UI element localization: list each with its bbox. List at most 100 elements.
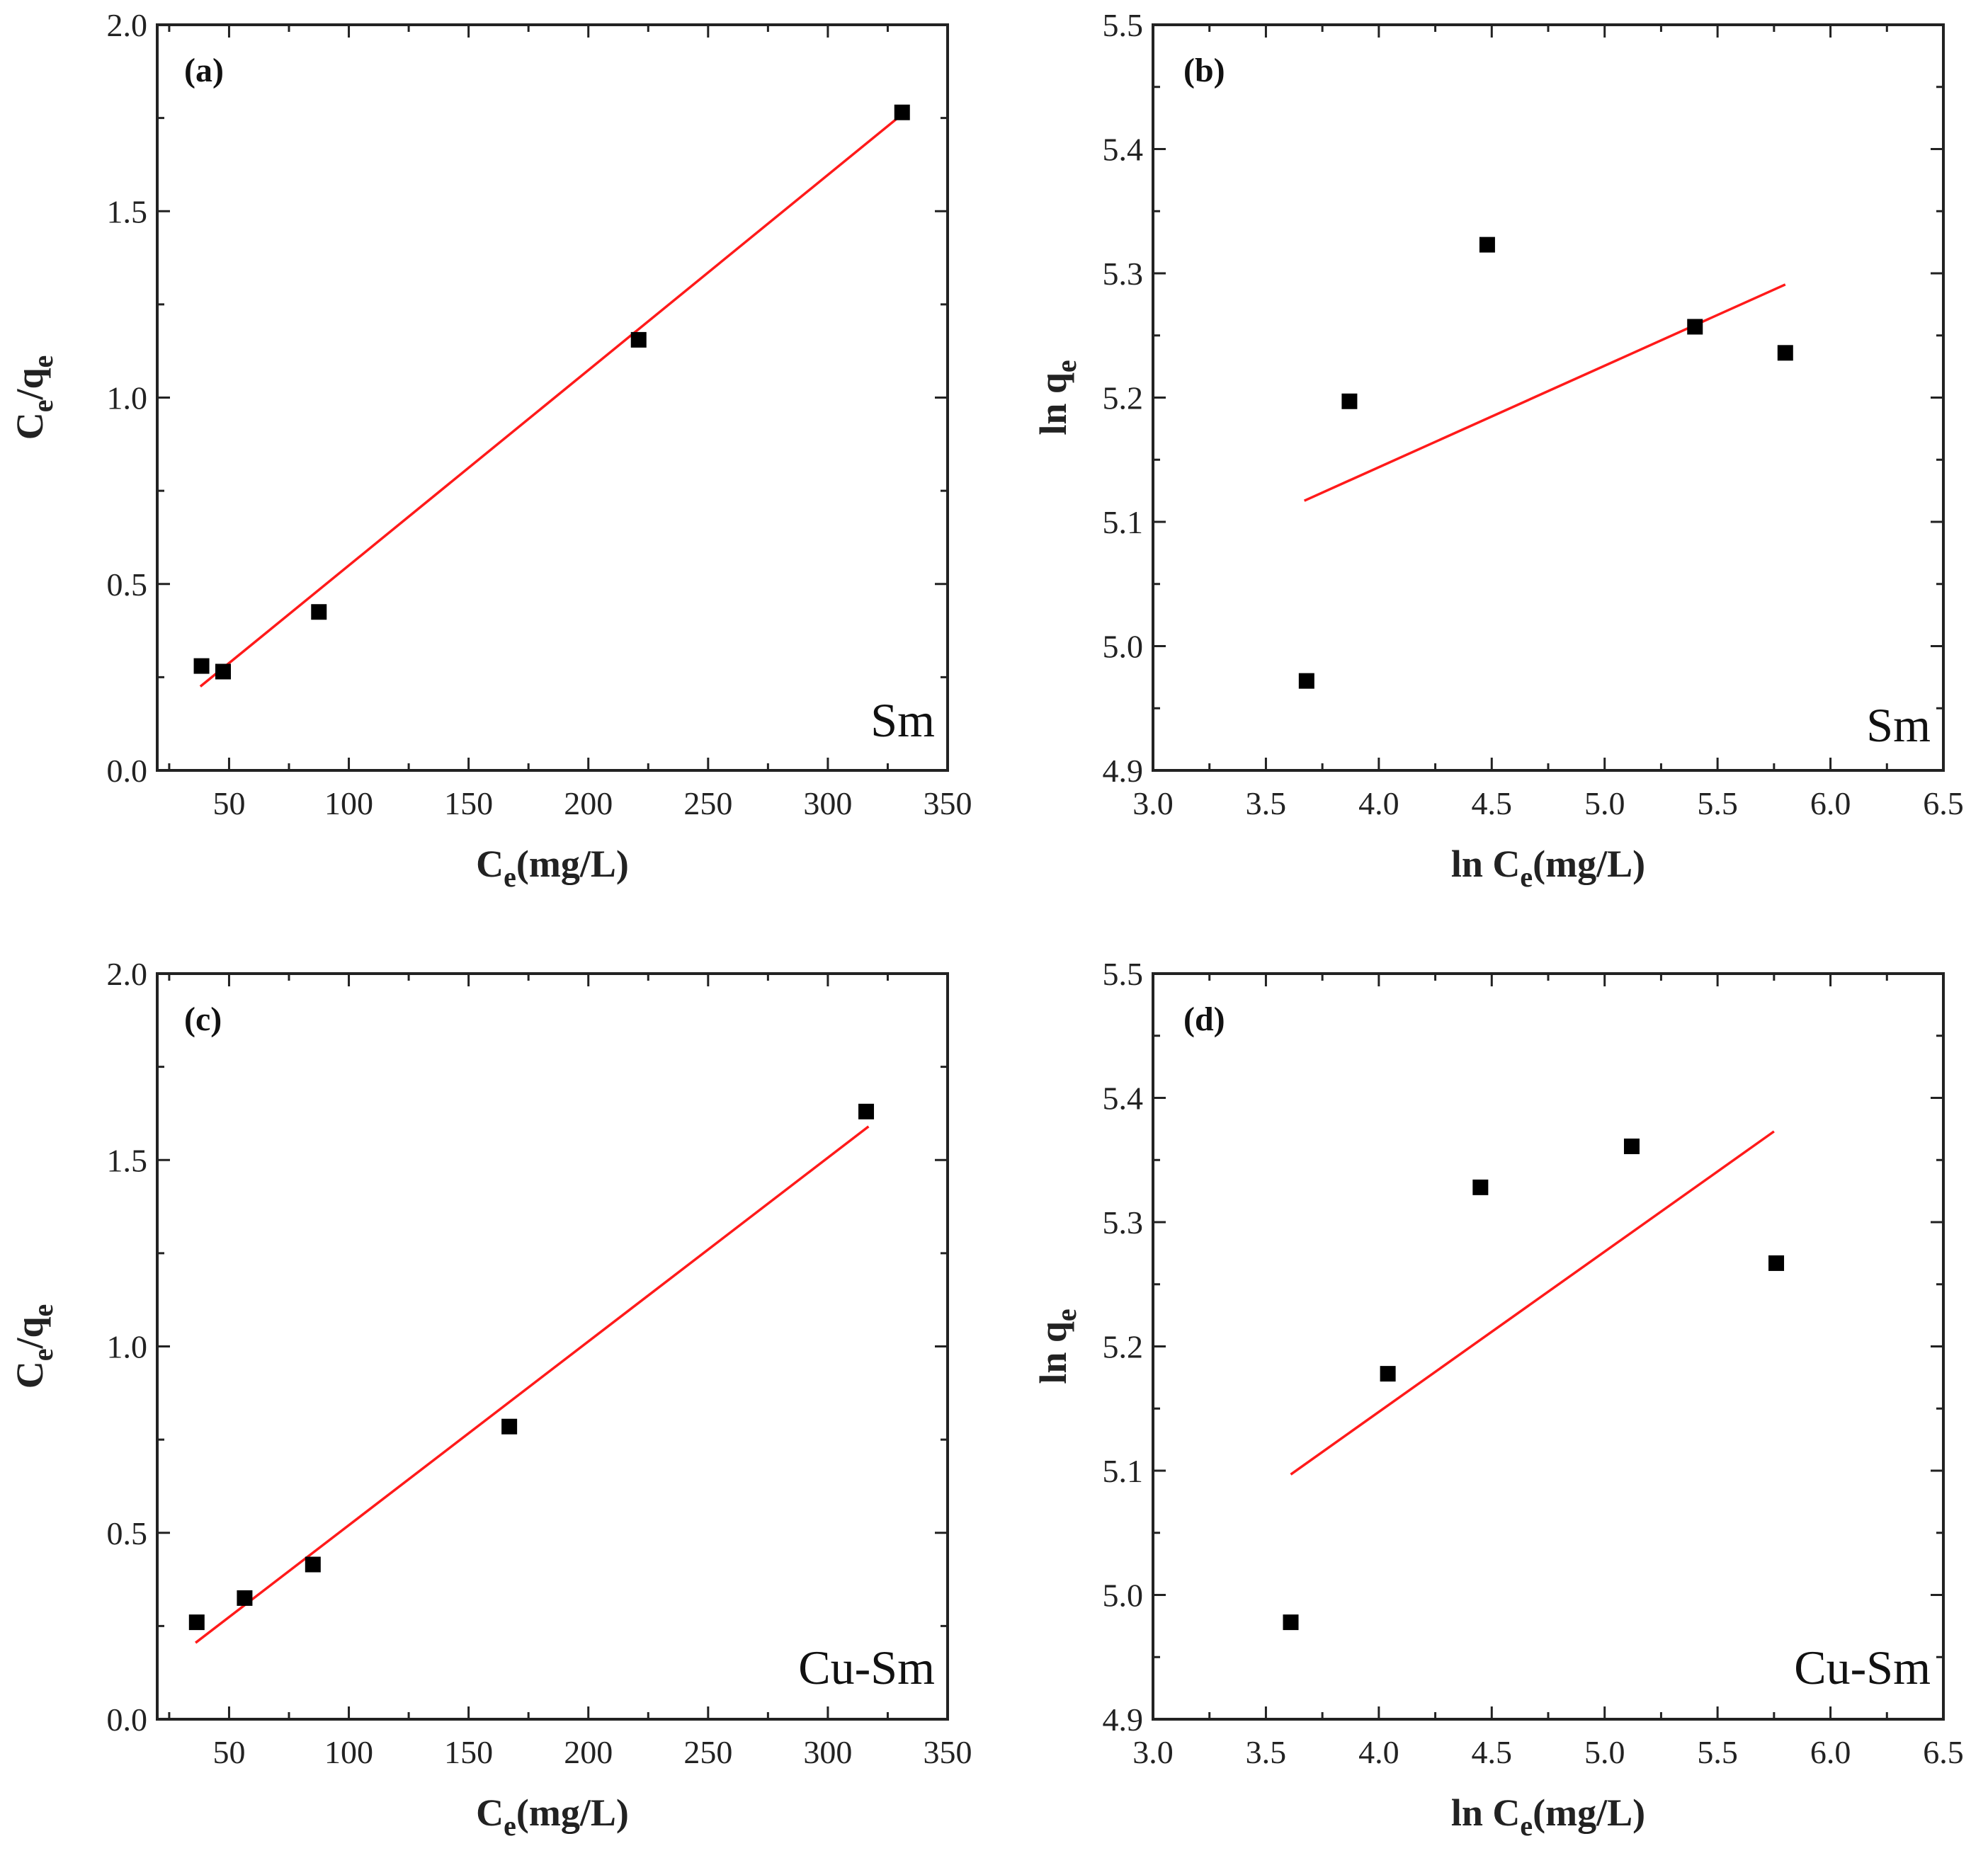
x-tick-label: 300	[803, 1734, 852, 1770]
data-point	[501, 1418, 518, 1435]
x-tick-label: 5.0	[1584, 1734, 1625, 1770]
chart-panel-3: 50 100 150 200 250 300 350 0.0 0.5 1.0 1.5 2.0 Ce(mg…	[8, 956, 972, 1842]
linear-fit-line	[1290, 1130, 1775, 1476]
y-tick-label: 5.2	[1103, 380, 1144, 416]
x-axis-label: ln Ce(mg/L)	[1451, 843, 1645, 893]
x-tick-label: 6.5	[1923, 785, 1964, 821]
plot-frame	[1152, 972, 1945, 1721]
x-axis-label: Ce(mg/L)	[476, 843, 629, 893]
x-tick-label: 200	[564, 1734, 613, 1770]
x-tick-label: 100	[324, 1734, 373, 1770]
y-tick-label: 0.0	[107, 1702, 148, 1738]
x-tick-label: 250	[683, 1734, 732, 1770]
y-tick-label: 5.4	[1103, 1081, 1144, 1117]
data-point	[1768, 1255, 1785, 1271]
x-tick-label: 3.0	[1132, 785, 1174, 821]
panel-tag: (d)	[1183, 1001, 1225, 1038]
data-point	[311, 604, 327, 620]
data-point	[1777, 345, 1793, 361]
material-label: Cu-Sm	[1794, 1641, 1931, 1694]
x-tick-label: 100	[324, 785, 373, 821]
data-point	[237, 1590, 253, 1606]
x-tick-label: 150	[444, 785, 493, 821]
y-tick-label: 5.3	[1103, 1204, 1144, 1241]
x-tick-label: 6.5	[1923, 1734, 1964, 1770]
x-tick-label: 4.5	[1472, 785, 1513, 821]
y-tick-label: 1.5	[107, 193, 148, 229]
data-point	[1623, 1138, 1640, 1154]
y-axis-label: ln qe	[1032, 360, 1082, 435]
y-tick-label: 5.2	[1103, 1329, 1144, 1365]
x-tick-label: 350	[924, 1734, 972, 1770]
y-tick-label: 1.0	[107, 1329, 148, 1365]
data-point	[1472, 1179, 1489, 1195]
data-point	[305, 1556, 321, 1573]
x-tick-label: 150	[444, 1734, 493, 1770]
linear-fit-line	[199, 111, 906, 688]
linear-fit-line	[1303, 283, 1786, 502]
y-tick-label: 1.5	[107, 1142, 148, 1178]
panel-tag: (b)	[1183, 52, 1225, 89]
x-tick-label: 300	[803, 785, 852, 821]
x-tick-label: 4.0	[1358, 1734, 1399, 1770]
x-tick-label: 3.5	[1246, 785, 1287, 821]
y-tick-label: 4.9	[1103, 1702, 1144, 1738]
y-tick-label: 5.0	[1103, 629, 1144, 665]
plot-frame	[156, 23, 949, 772]
material-label: Sm	[1866, 698, 1931, 752]
y-tick-label: 0.0	[107, 753, 148, 789]
y-tick-label: 5.1	[1103, 1453, 1144, 1489]
data-point	[1341, 393, 1358, 409]
material-label: Cu-Sm	[798, 1641, 935, 1694]
plot-frame	[1152, 23, 1945, 772]
x-tick-label: 250	[683, 785, 732, 821]
y-tick-label: 1.0	[107, 380, 148, 416]
x-tick-label: 5.0	[1584, 785, 1625, 821]
y-tick-label: 2.0	[107, 956, 148, 992]
y-axis-label: Ce/qe	[8, 1304, 59, 1389]
chart-panel-1: 50 100 150 200 250 300 350 0.0 0.5 1.0 1.5 2.0 Ce(mg…	[8, 7, 972, 893]
x-tick-label: 5.5	[1697, 785, 1738, 821]
x-tick-label: 6.0	[1810, 1734, 1851, 1770]
data-point	[1687, 319, 1703, 335]
data-point	[894, 104, 910, 120]
data-point	[215, 663, 231, 680]
plot-frame	[156, 972, 949, 1721]
y-tick-label: 4.9	[1103, 753, 1144, 789]
x-tick-label: 4.5	[1472, 1734, 1513, 1770]
data-point	[630, 331, 647, 348]
data-point	[1298, 673, 1314, 689]
x-tick-label: 50	[212, 785, 245, 821]
y-tick-label: 5.5	[1103, 956, 1144, 992]
x-tick-label: 5.5	[1697, 1734, 1738, 1770]
data-point	[1380, 1366, 1396, 1382]
y-axis-label: Ce/qe	[8, 355, 59, 440]
x-tick-label: 3.0	[1132, 1734, 1174, 1770]
chart-panel-4: 3.0 3.5 4.0 4.5 5.0 5.5 6.0 6.5 4.9 5.0 5.1 5.2 5.3 5…	[1032, 956, 1964, 1842]
y-tick-label: 2.0	[107, 7, 148, 43]
material-label: Sm	[870, 693, 935, 747]
x-tick-label: 350	[924, 785, 972, 821]
y-tick-label: 0.5	[107, 1515, 148, 1551]
y-tick-label: 5.4	[1103, 132, 1144, 168]
y-tick-label: 5.5	[1103, 7, 1144, 43]
y-axis-label: ln qe	[1032, 1309, 1082, 1384]
panel-tag: (a)	[184, 52, 224, 89]
x-tick-label: 200	[564, 785, 613, 821]
panel-tag: (c)	[184, 1001, 222, 1038]
chart-panel-2: 3.0 3.5 4.0 4.5 5.0 5.5 6.0 6.5 4.9 5.0 5.1 5.2 5.3 5…	[1032, 7, 1964, 893]
data-point	[193, 658, 210, 674]
data-point	[188, 1614, 205, 1631]
x-tick-label: 6.0	[1810, 785, 1851, 821]
y-tick-label: 5.3	[1103, 256, 1144, 292]
x-axis-label: ln Ce(mg/L)	[1451, 1791, 1645, 1842]
y-tick-label: 5.0	[1103, 1578, 1144, 1614]
x-tick-label: 3.5	[1246, 1734, 1287, 1770]
data-point	[1283, 1614, 1299, 1631]
linear-fit-line	[195, 1125, 870, 1644]
x-tick-label: 50	[212, 1734, 245, 1770]
y-tick-label: 5.1	[1103, 504, 1144, 540]
y-tick-label: 0.5	[107, 566, 148, 603]
data-point	[858, 1103, 875, 1119]
